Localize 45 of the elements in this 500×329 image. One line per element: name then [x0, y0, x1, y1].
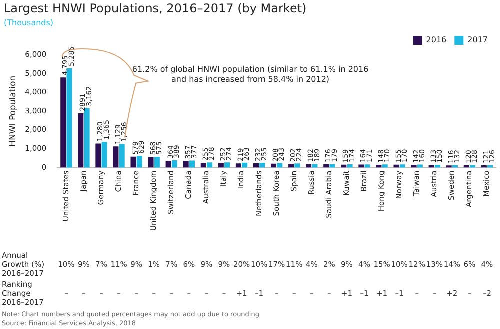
bar [271, 164, 277, 168]
bar [148, 157, 154, 168]
bar [130, 156, 136, 168]
bar [166, 160, 172, 168]
bar [294, 164, 300, 168]
bar [189, 160, 195, 168]
bar [312, 164, 318, 168]
bar [242, 162, 248, 168]
bar [102, 142, 108, 168]
bar [253, 163, 259, 168]
bar [154, 156, 160, 168]
bar [324, 164, 330, 168]
bar [236, 164, 242, 168]
bar [66, 68, 72, 168]
bar [330, 164, 336, 168]
bar [78, 113, 84, 168]
bar [394, 164, 400, 168]
legend-label: 2017 [468, 36, 488, 45]
bar [136, 156, 142, 168]
bar [183, 161, 189, 168]
bar [400, 164, 406, 168]
legend-label: 2016 [426, 36, 447, 45]
bar [364, 164, 370, 168]
bar [119, 144, 125, 168]
bar [358, 164, 364, 168]
bar [218, 163, 224, 168]
bar [382, 164, 388, 168]
bar [96, 144, 102, 168]
bar [172, 160, 178, 168]
bar [347, 164, 353, 168]
bar [288, 164, 294, 168]
chart-subtitle: (Thousands) [4, 18, 54, 28]
annotation: 61.2% of global HNWI population (similar to 61.1% in 2016 and has increased from 58.4% in 2012) [132, 65, 369, 84]
bar [84, 108, 90, 168]
bar [200, 163, 206, 168]
bar [376, 165, 382, 168]
bar [260, 163, 266, 168]
y-axis-title: HNWI Population [8, 76, 18, 147]
chart-title: Largest HNWI Populations, 2016–2017 (by Market) [4, 1, 307, 16]
bar [207, 162, 213, 168]
bar [277, 163, 283, 168]
bar [224, 162, 230, 168]
bar [411, 165, 417, 168]
bar [113, 146, 119, 168]
bar [60, 78, 66, 168]
